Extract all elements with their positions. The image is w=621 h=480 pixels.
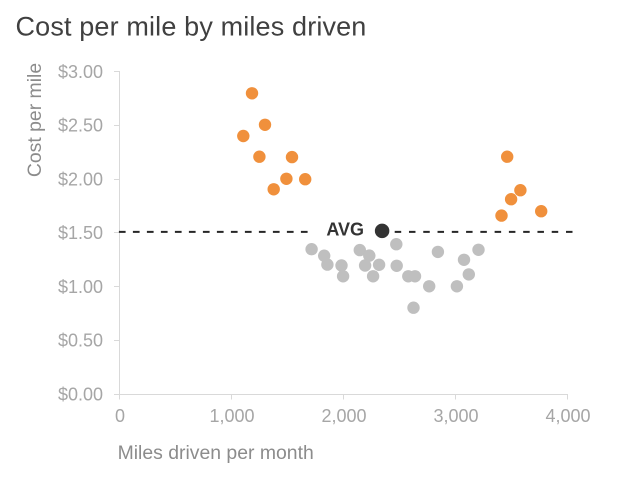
svg-text:$0.50: $0.50 (58, 331, 103, 351)
svg-text:1,000: 1,000 (209, 406, 254, 426)
svg-text:$1.50: $1.50 (58, 223, 103, 243)
svg-text:AVG: AVG (326, 220, 364, 240)
svg-text:2,000: 2,000 (321, 406, 366, 426)
svg-text:$0.00: $0.00 (58, 384, 103, 404)
svg-text:$2.50: $2.50 (58, 116, 103, 136)
svg-text:Miles driven per month: Miles driven per month (118, 442, 314, 464)
svg-text:0: 0 (115, 406, 125, 426)
svg-text:3,000: 3,000 (433, 406, 478, 426)
svg-text:$3.00: $3.00 (58, 62, 103, 82)
svg-text:$1.00: $1.00 (58, 277, 103, 297)
svg-text:Cost per mile by miles driven: Cost per mile by miles driven (16, 11, 367, 41)
svg-text:$2.00: $2.00 (58, 169, 103, 189)
svg-text:4,000: 4,000 (545, 406, 590, 426)
svg-text:Cost per mile: Cost per mile (24, 63, 46, 177)
